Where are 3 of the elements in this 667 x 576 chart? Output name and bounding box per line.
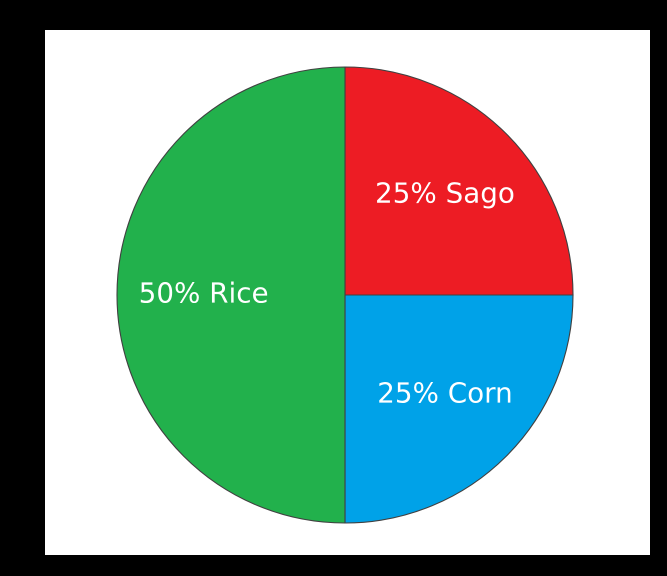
slice-label: 50% Rice [140, 282, 268, 304]
slice-label: 25% Sago [377, 182, 514, 208]
slice-label: 25% Corn [379, 382, 510, 404]
